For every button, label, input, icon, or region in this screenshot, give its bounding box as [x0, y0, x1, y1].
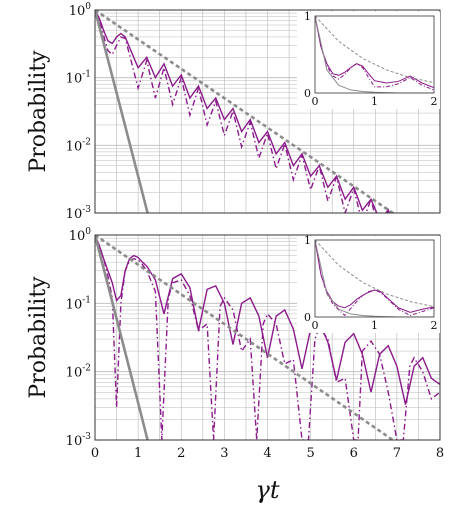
x-tick-label: 0 [91, 446, 99, 461]
series-line-dash-dot-purple [95, 10, 390, 213]
inset-series-line-dash-dot-purple [315, 240, 434, 317]
x-tick-label: 6 [350, 446, 358, 461]
y-tick-label: 10-3 [66, 205, 92, 222]
inset-y-tick-label: 0 [304, 311, 311, 324]
inset-series-line-solid-purple [315, 16, 434, 89]
y-tick-exponent: 0 [85, 2, 91, 12]
y-tick-exponent: 0 [85, 227, 91, 237]
inset-y-tick-label: 1 [304, 10, 311, 23]
y-tick-base: 10 [69, 4, 86, 19]
y-tick-base: 10 [66, 207, 83, 222]
y-tick-label: 10-3 [66, 432, 92, 449]
inset-x-tick-label: 1 [371, 319, 378, 332]
series-line-solid-gray [95, 235, 149, 440]
y-tick-base: 10 [66, 139, 83, 154]
inset-x-tick-label: 0 [312, 319, 319, 332]
inset-x-tick-label: 0 [312, 95, 319, 108]
inset-x-tick-label: 2 [431, 95, 438, 108]
y-tick-label: 100 [69, 2, 92, 19]
x-axis-label: γt [256, 476, 280, 504]
inset-frame [314, 15, 435, 94]
inset: 0 1 2 0 1 [297, 10, 440, 109]
inset-x-tick-label: 2 [431, 319, 438, 332]
inset-frame [314, 239, 435, 318]
series-line-dashed-gray [95, 10, 396, 213]
y-tick-exponent: -3 [82, 205, 91, 215]
y-tick-base: 10 [69, 229, 86, 244]
inset: 0 1 2 0 1 [297, 234, 440, 333]
y-tick-base: 10 [66, 434, 83, 449]
plot-frame [94, 9, 441, 214]
y-tick-exponent: -3 [82, 432, 91, 442]
y-tick-exponent: -1 [82, 70, 91, 80]
y-tick-exponent: -1 [82, 295, 91, 305]
y-axis-label: Probability [26, 276, 51, 399]
y-tick-base: 10 [66, 366, 83, 381]
series-line-solid-gray [95, 10, 149, 213]
inset-x-tick-label: 1 [371, 95, 378, 108]
y-tick-label: 10-2 [66, 364, 91, 381]
y-tick-base: 10 [66, 72, 83, 87]
x-tick-label: 4 [263, 446, 271, 461]
x-tick-label: 7 [393, 446, 401, 461]
x-tick-label: 5 [306, 446, 314, 461]
inset-y-tick-label: 0 [304, 87, 311, 100]
x-tick-label: 3 [220, 446, 228, 461]
x-tick-label: 1 [134, 446, 142, 461]
plot-frame [94, 234, 441, 441]
y-tick-label: 10-1 [66, 70, 91, 87]
y-tick-label: 10-1 [66, 295, 91, 312]
y-tick-label: 100 [69, 227, 92, 244]
y-tick-base: 10 [66, 297, 83, 312]
x-tick-label: 8 [436, 446, 444, 461]
y-tick-exponent: -2 [82, 364, 91, 374]
inset-series-line-dashed-gray [315, 16, 434, 84]
series-line-dashed-gray [95, 235, 396, 440]
y-tick-label: 10-2 [66, 137, 91, 154]
y-tick-exponent: -2 [82, 137, 91, 147]
y-axis-label: Probability [26, 50, 51, 173]
inset-y-tick-label: 1 [304, 234, 311, 247]
x-tick-label: 2 [177, 446, 185, 461]
inset-series-line-dash-dot-purple [315, 16, 434, 91]
series-group [95, 235, 440, 440]
inset-series-line-dashed-gray [315, 240, 434, 308]
